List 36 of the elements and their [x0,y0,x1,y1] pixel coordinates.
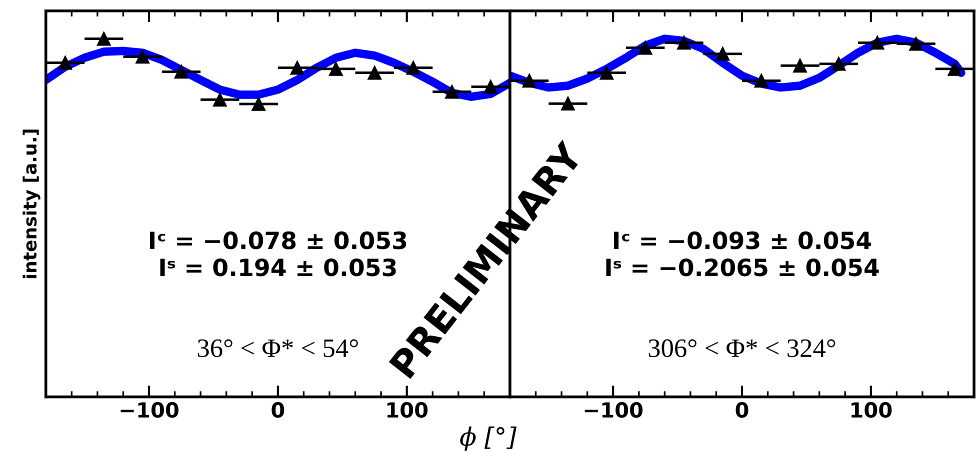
point [368,66,382,80]
point [870,36,884,50]
point [832,56,846,71]
point [561,96,575,111]
y-axis-title: intensity [a.u.] [22,130,40,278]
point [600,66,614,80]
annotation: 36° < Φ* < 54° [198,339,358,358]
x-axis-title: ϕ [°] [460,426,517,451]
point [638,40,652,55]
point [522,74,536,88]
point [909,36,923,51]
x-tick-label: 0 [272,402,284,418]
point [174,64,188,79]
x-tick-label: −100 [120,402,178,418]
point [96,32,111,46]
x-tick-label: −100 [584,402,643,418]
point [677,36,691,50]
point [328,62,343,76]
annotation: 306° < Φ* < 324° [648,339,836,358]
point [290,60,304,75]
point [58,56,72,70]
point [948,62,962,76]
x-tick-label: 0 [736,402,748,418]
point [754,74,768,88]
x-tick-label: 100 [852,402,892,418]
point [252,97,266,111]
annotation: Iᶜ = −0.093 ± 0.054 [614,231,871,250]
point [406,60,420,75]
point [793,58,807,73]
x-tick-label: 100 [387,402,428,418]
point [716,46,730,61]
point [136,50,150,64]
annotation: Iˢ = −0.2065 ± 0.054 [606,258,879,276]
point [212,92,227,107]
point [445,84,459,99]
point [484,80,498,94]
